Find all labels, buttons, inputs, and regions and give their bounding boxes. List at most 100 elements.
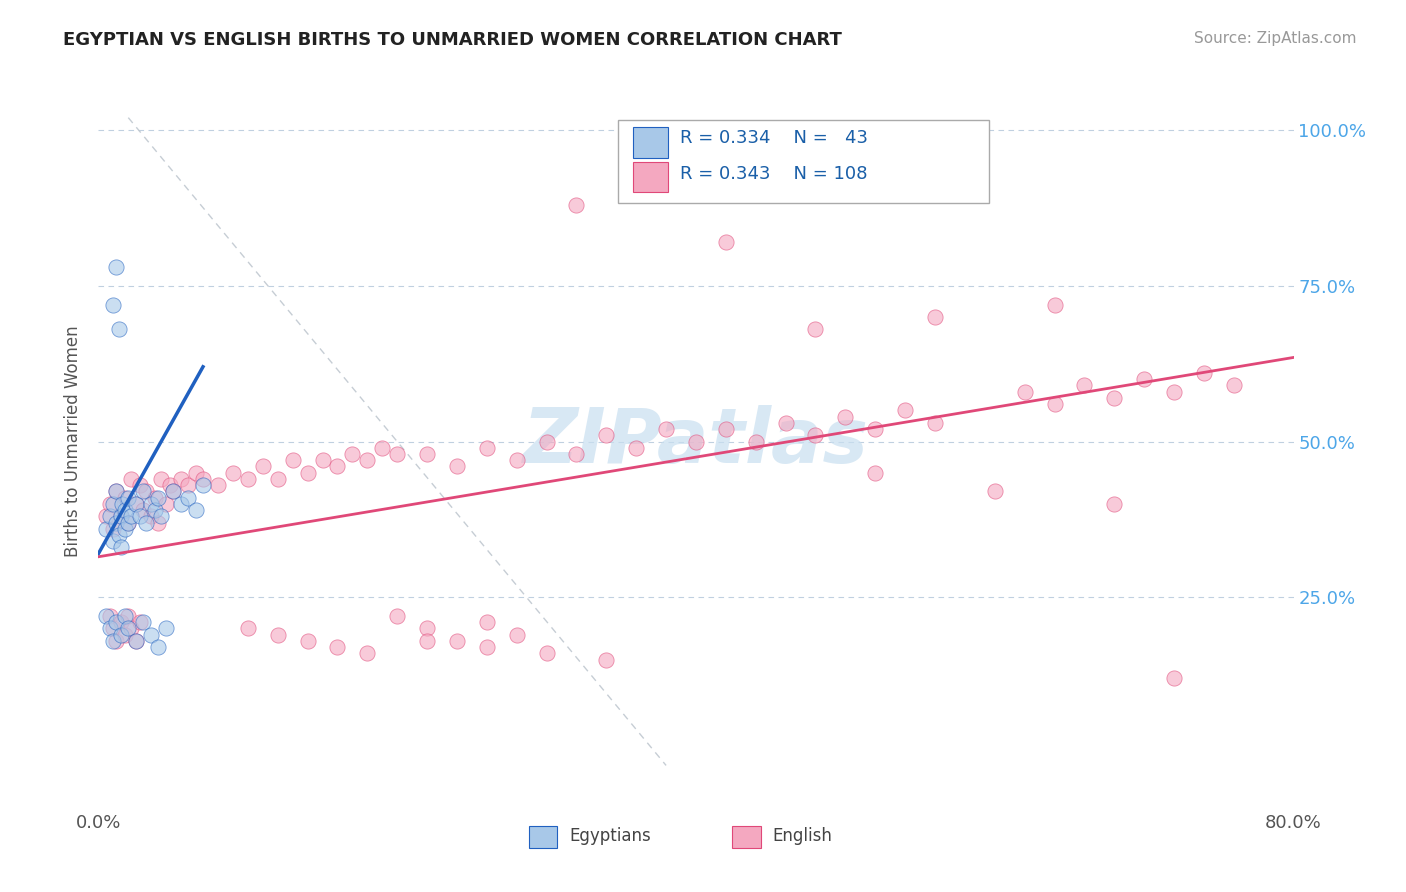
Point [108, 528, 131, 542]
Point [475, 640, 498, 654]
Point [132, 503, 155, 517]
Point [446, 633, 468, 648]
Point [105, 484, 128, 499]
Point [326, 640, 349, 654]
Point [110, 627, 132, 641]
Point [98, 609, 122, 624]
Point [103, 534, 125, 549]
Point [111, 497, 134, 511]
Point [506, 453, 529, 467]
Text: Egyptians: Egyptians [569, 828, 651, 846]
Point [169, 472, 191, 486]
Point [311, 453, 333, 467]
Point [267, 472, 290, 486]
Point [159, 478, 181, 492]
Point [1192, 366, 1215, 380]
Point [775, 416, 797, 430]
Point [132, 615, 155, 630]
Point [385, 609, 409, 624]
Point [326, 459, 349, 474]
Point [924, 416, 946, 430]
Point [1043, 297, 1066, 311]
Point [105, 516, 128, 530]
Point [117, 516, 139, 530]
Point [714, 422, 737, 436]
Point [125, 633, 148, 648]
Point [155, 497, 177, 511]
Point [297, 466, 319, 480]
Point [114, 491, 136, 505]
Point [236, 472, 259, 486]
Point [385, 447, 409, 461]
Point [1014, 384, 1036, 399]
Point [98, 621, 122, 635]
Point [98, 497, 122, 511]
Point [804, 428, 827, 442]
Point [117, 491, 139, 505]
Point [177, 491, 200, 505]
Point [103, 621, 125, 635]
Point [191, 472, 214, 486]
Point [177, 478, 200, 492]
Point [117, 609, 139, 624]
Point [169, 497, 191, 511]
FancyBboxPatch shape [529, 826, 557, 847]
Point [94, 509, 117, 524]
Point [416, 621, 439, 635]
Point [139, 627, 162, 641]
Point [356, 646, 378, 660]
Point [356, 453, 378, 467]
Y-axis label: Births to Unmarried Women: Births to Unmarried Women [65, 326, 83, 558]
Point [105, 615, 128, 630]
Point [110, 509, 132, 524]
Point [148, 491, 170, 505]
Point [267, 627, 290, 641]
Point [894, 403, 917, 417]
Point [924, 310, 946, 324]
Point [565, 447, 588, 461]
Point [132, 484, 155, 499]
Point [129, 509, 152, 524]
Point [114, 522, 136, 536]
Point [148, 516, 170, 530]
Point [184, 503, 207, 517]
Point [1163, 671, 1185, 685]
Point [155, 621, 177, 635]
Point [184, 466, 207, 480]
Point [506, 627, 529, 641]
Text: English: English [772, 828, 832, 846]
Point [129, 478, 152, 492]
Point [148, 640, 170, 654]
Point [162, 484, 184, 499]
Point [114, 609, 136, 624]
Point [236, 621, 259, 635]
Point [110, 541, 132, 555]
Point [150, 509, 173, 524]
Point [1104, 391, 1126, 405]
Point [135, 484, 157, 499]
Point [222, 466, 245, 480]
Point [416, 633, 439, 648]
Point [804, 322, 827, 336]
Point [655, 173, 678, 187]
Point [984, 484, 1007, 499]
Point [475, 441, 498, 455]
FancyBboxPatch shape [733, 826, 761, 847]
Point [745, 434, 768, 449]
Point [129, 615, 152, 630]
Point [1133, 372, 1156, 386]
Point [103, 497, 125, 511]
Text: R = 0.343    N = 108: R = 0.343 N = 108 [681, 165, 868, 183]
FancyBboxPatch shape [633, 128, 668, 158]
Point [108, 322, 131, 336]
Point [114, 503, 136, 517]
Point [143, 503, 166, 517]
Point [1163, 384, 1185, 399]
Point [297, 633, 319, 648]
Point [595, 428, 617, 442]
Point [125, 633, 148, 648]
Point [834, 409, 856, 424]
Point [120, 509, 142, 524]
Text: EGYPTIAN VS ENGLISH BIRTHS TO UNMARRIED WOMEN CORRELATION CHART: EGYPTIAN VS ENGLISH BIRTHS TO UNMARRIED … [63, 31, 842, 49]
Point [342, 447, 364, 461]
